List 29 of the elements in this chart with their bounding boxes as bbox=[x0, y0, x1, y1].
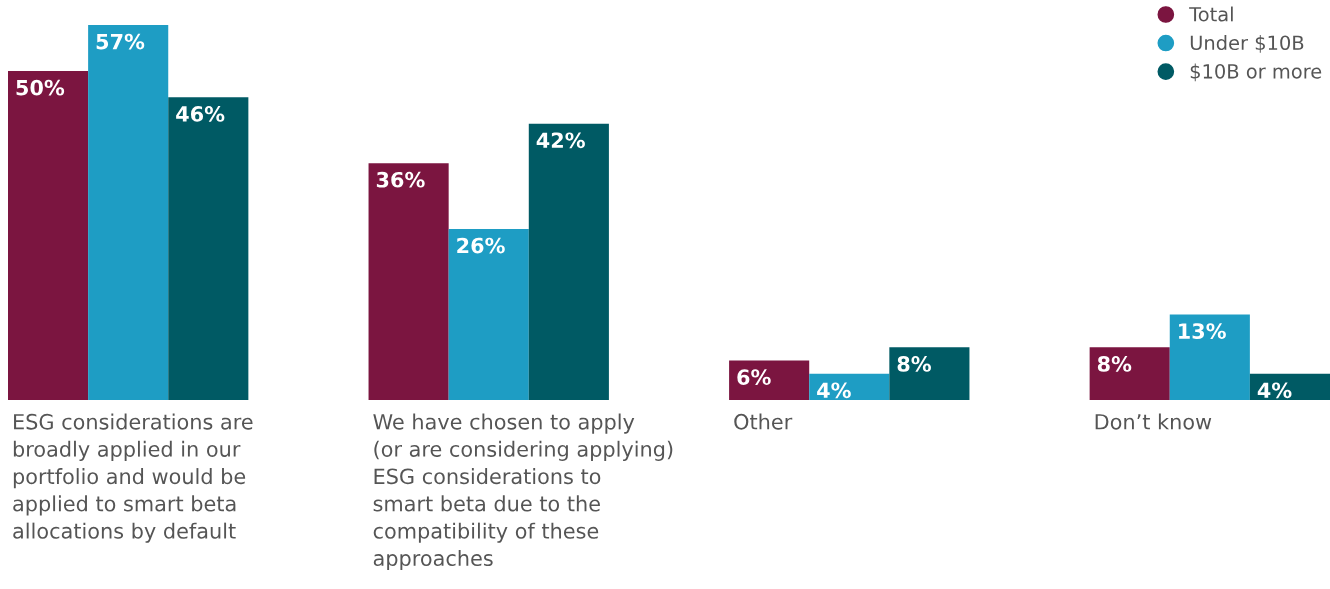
x-tick-label: Don’t know bbox=[1095, 413, 1212, 430]
bar bbox=[448, 228, 529, 400]
bar bbox=[8, 71, 89, 400]
bar bbox=[368, 163, 449, 400]
legend-label: Under $10B bbox=[1190, 35, 1304, 53]
bar bbox=[168, 97, 249, 400]
data-label: 26% bbox=[457, 237, 505, 254]
bar bbox=[729, 360, 810, 400]
x-tick-label: Other bbox=[734, 413, 793, 430]
data-label: 8% bbox=[897, 356, 931, 372]
x-tick-label: ESG considerations are broadly applied in our portfolio and would be applied to smart beta allocations by default bbox=[13, 413, 253, 543]
data-label: 42% bbox=[536, 132, 585, 149]
bar bbox=[88, 25, 169, 400]
data-label: 6% bbox=[737, 369, 771, 385]
data-label: 4% bbox=[817, 382, 851, 399]
bar bbox=[1089, 347, 1170, 400]
bar bbox=[528, 123, 609, 400]
bar bbox=[1169, 314, 1250, 400]
data-label: 8% bbox=[1097, 356, 1132, 372]
data-label: 13% bbox=[1179, 323, 1226, 339]
data-label: 4% bbox=[1257, 382, 1292, 399]
data-label: 46% bbox=[176, 106, 225, 122]
data-label: 36% bbox=[376, 171, 425, 188]
x-tick-label: We have chosen to apply (or are considering applying) ESG considerations to smart beta due to the compatibility of these approaches bbox=[373, 413, 673, 571]
legend-label: $10B or more bbox=[1190, 63, 1322, 82]
data-label: 57% bbox=[96, 33, 145, 50]
data-label: 50% bbox=[16, 79, 65, 96]
legend-label: Total bbox=[1189, 6, 1233, 22]
bar bbox=[889, 347, 970, 400]
